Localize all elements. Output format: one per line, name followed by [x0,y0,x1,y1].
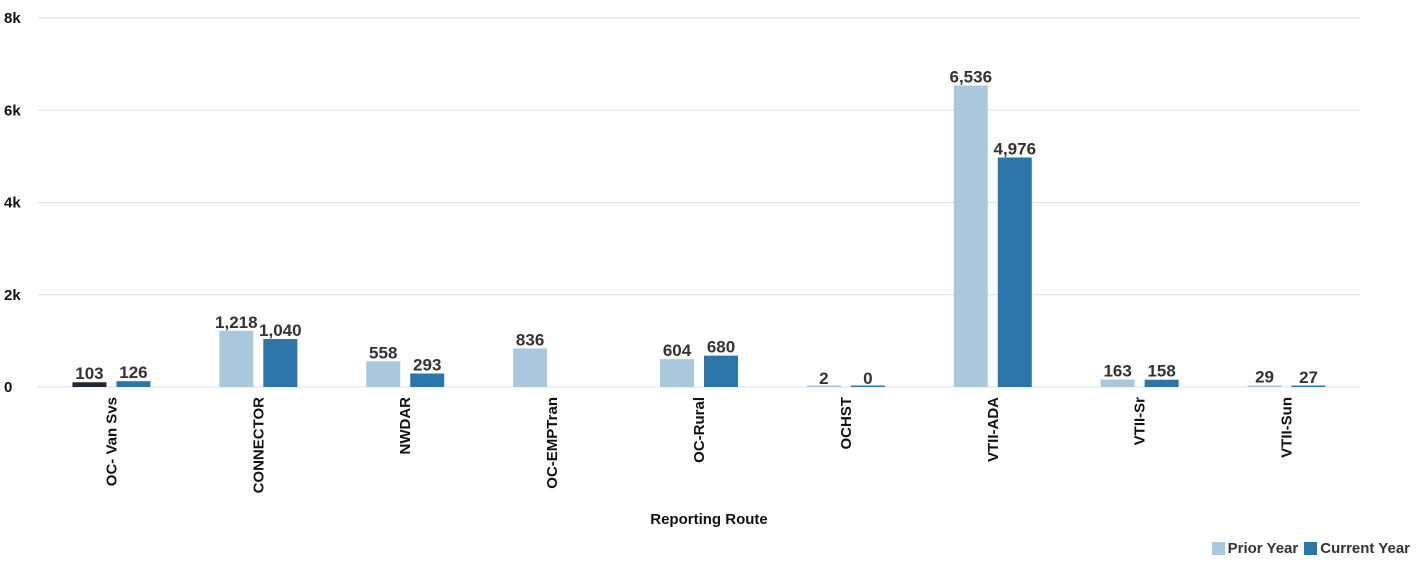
x-tick-label: OC- Van Svs [103,397,120,486]
y-axis-tick-labels: 0 2k 4k 6k 8k [4,10,21,396]
x-tick-label: OCHST [838,397,855,450]
data-label-prior-year: 103 [75,364,103,383]
bar-prior-year [72,382,107,387]
x-tick-label: VTII-ADA [985,397,1002,462]
x-tick-label: CONNECTOR [250,397,267,494]
data-label-prior-year: 604 [663,341,692,360]
data-label-prior-year: 6,536 [950,68,993,87]
x-tick-label: VTII-Sun [1279,397,1296,458]
data-label-prior-year: 1,218 [215,313,258,332]
bar-current-year [1144,379,1179,387]
data-label-prior-year: 558 [369,343,397,362]
bar-prior-year [660,359,694,387]
x-axis-category-labels: OC- Van Svs CONNECTOR NWDAR OC-EMPTran OC-Ru… [103,397,1295,494]
y-tick-label: 0 [4,379,12,396]
data-label-current-year: 1,040 [259,321,302,340]
legend-swatch-prior-year [1211,542,1225,555]
bar-current-year [116,381,151,387]
data-label-current-year: 126 [119,363,147,382]
data-label-current-year: 293 [413,355,441,374]
bar-current-year [704,355,738,387]
bar-prior-year [1247,385,1282,387]
x-tick-label: VTII-Sr [1132,397,1149,446]
data-label-current-year: 4,976 [994,139,1037,158]
bar-prior-year [219,330,254,387]
data-label-current-year: 158 [1147,362,1175,381]
x-axis-title: Reporting Route [650,511,768,528]
bar-current-year [997,157,1032,387]
data-label-prior-year: 836 [516,330,544,349]
data-label-prior-year: 29 [1255,368,1274,387]
data-labels: 103 126 1,218 1,040 558 293 836 604 680 2 0 6,536 4,… [75,68,1318,388]
bar-current-year [263,339,298,387]
bar-current-year [1291,385,1326,387]
y-tick-label: 4k [4,195,21,212]
y-tick-label: 2k [4,287,21,304]
bar-prior-year [366,361,401,387]
bar-prior-year [1100,379,1135,387]
bar-current-year [850,385,885,387]
data-label-prior-year: 163 [1103,361,1131,380]
y-tick-label: 6k [4,102,21,119]
bar-prior-year [953,85,988,387]
x-tick-label: OC-EMPTran [544,397,561,489]
data-label-current-year: 0 [863,369,872,388]
bar-prior-year [513,348,548,387]
legend-item-current-year[interactable]: Current Year [1304,540,1410,557]
x-tick-label: OC-Rural [691,397,708,463]
bar-current-year [410,373,445,387]
gridlines [38,17,1360,388]
data-label-current-year: 680 [707,338,735,357]
legend: Prior Year Current Year [1206,540,1410,557]
legend-label-prior-year: Prior Year [1227,540,1299,557]
bars [72,85,1326,387]
data-label-prior-year: 2 [819,369,828,388]
bar-prior-year [806,385,841,387]
data-label-current-year: 27 [1299,368,1318,387]
x-tick-label: NWDAR [397,397,414,455]
legend-item-prior-year[interactable]: Prior Year [1211,540,1299,557]
legend-swatch-current-year [1304,542,1318,555]
y-tick-label: 8k [4,10,21,27]
legend-label-current-year: Current Year [1320,540,1410,557]
